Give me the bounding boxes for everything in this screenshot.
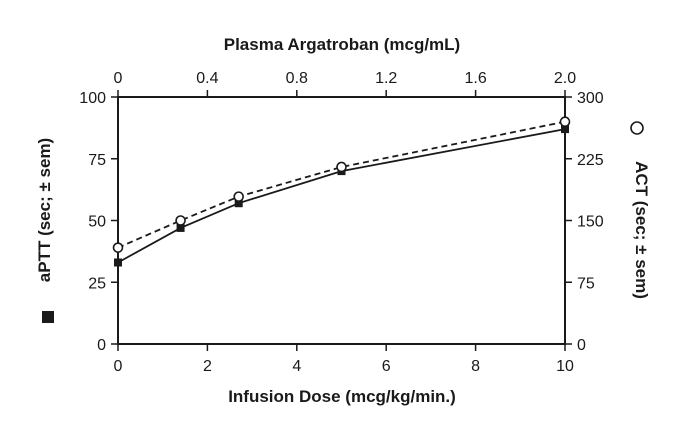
top-x-tick-label: 1.6 <box>464 70 486 87</box>
right-y-axis-title: ACT (sec; ± sem) <box>632 161 651 299</box>
data-point-aptt <box>114 258 122 267</box>
top-x-axis-title: Plasma Argatroban (mcg/mL) <box>224 35 460 54</box>
left-y-tick-label: 50 <box>88 214 106 231</box>
data-point-act <box>336 161 347 173</box>
series-line-2 <box>117 120 566 249</box>
data-point-aptt <box>234 199 243 208</box>
left-y-tick-label: 75 <box>88 152 106 169</box>
top-x-tick-label: 0.8 <box>286 70 308 87</box>
data-point-act <box>233 191 244 202</box>
right-y-tick-label: 0 <box>577 337 586 354</box>
x-axis-title: Infusion Dose (mcg/kg/min.) <box>228 387 456 406</box>
left-y-axis-title-group: aPTT (sec; ± sem) <box>35 138 54 282</box>
top-x-tick-label: 0 <box>114 70 123 87</box>
x-tick-label: 4 <box>292 358 301 375</box>
top-x-tick-label: 0.4 <box>196 70 218 87</box>
series-lines <box>117 120 566 264</box>
axes: 0 2 4 6 8 100 0.4 0.8 1.2 1.6 2.002550751000751502… <box>79 70 604 375</box>
data-point-aptt <box>561 125 569 134</box>
left-y-tick-label: 25 <box>88 275 106 292</box>
legend-filled-square-icon <box>42 311 54 323</box>
x-tick-label: 2 <box>203 358 212 375</box>
markers <box>112 116 571 267</box>
right-y-axis-title-group: ACT (sec; ± sem) <box>632 161 651 299</box>
right-y-tick-label: 225 <box>577 152 604 169</box>
top-x-tick-label: 1.2 <box>375 70 397 87</box>
left-y-axis-title: aPTT (sec; ± sem) <box>35 138 54 282</box>
x-tick-label: 6 <box>382 358 391 375</box>
x-tick-label: 0 <box>114 358 123 375</box>
left-y-tick-label: 0 <box>97 337 106 354</box>
right-y-tick-label: 75 <box>577 275 595 292</box>
x-tick-label: 10 <box>556 358 574 375</box>
series-line-1 <box>117 128 566 264</box>
data-point-act <box>175 215 186 226</box>
top-x-tick-label: 2.0 <box>554 70 576 87</box>
data-point-aptt <box>176 223 185 232</box>
right-y-tick-label: 300 <box>577 90 604 107</box>
right-y-tick-label: 150 <box>577 214 604 231</box>
left-y-tick-label: 100 <box>79 90 106 107</box>
legend-open-circle-icon <box>630 121 644 135</box>
data-point-act <box>112 242 124 253</box>
x-tick-label: 8 <box>471 358 480 375</box>
data-point-act <box>559 116 571 127</box>
